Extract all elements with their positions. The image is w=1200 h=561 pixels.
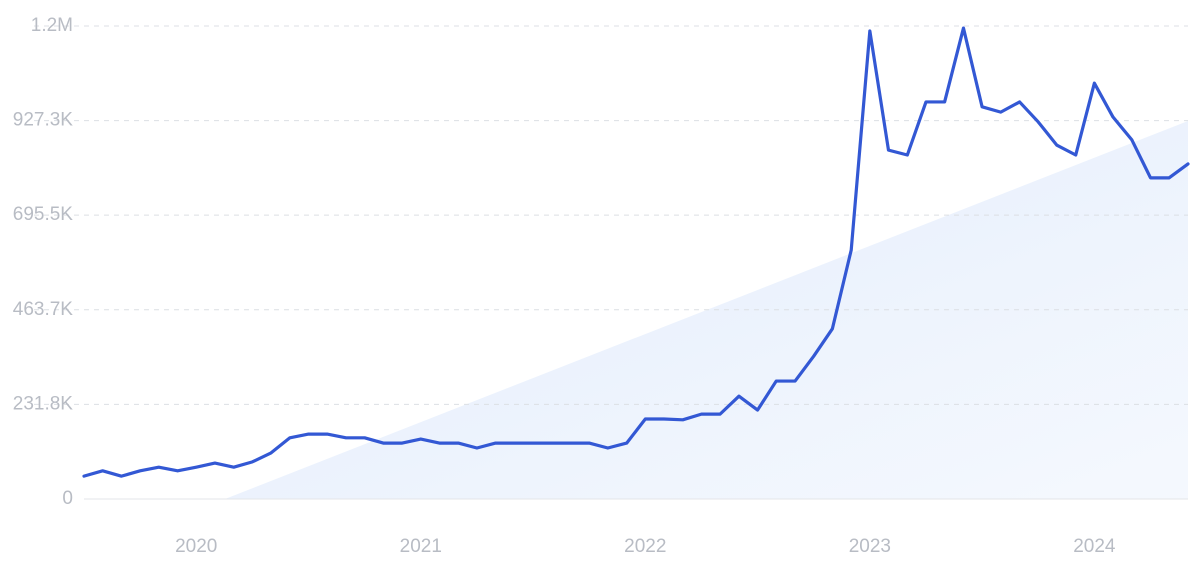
- x-tick-label: 2023: [849, 536, 891, 557]
- y-tick-label: 927.3K: [13, 110, 74, 131]
- x-tick-label: 2021: [400, 536, 442, 557]
- x-tick-label: 2020: [175, 536, 217, 557]
- data-line: [82, 26, 1190, 478]
- y-tick-label: 231.8K: [13, 393, 74, 414]
- y-tick-label: 695.5K: [13, 204, 74, 225]
- y-tick-label: 463.7K: [13, 299, 74, 320]
- y-tick-label: 1.2M: [31, 15, 73, 36]
- x-tick-label: 2022: [624, 536, 666, 557]
- y-tick-label: 0: [62, 488, 73, 509]
- x-tick-label: 2024: [1073, 536, 1116, 557]
